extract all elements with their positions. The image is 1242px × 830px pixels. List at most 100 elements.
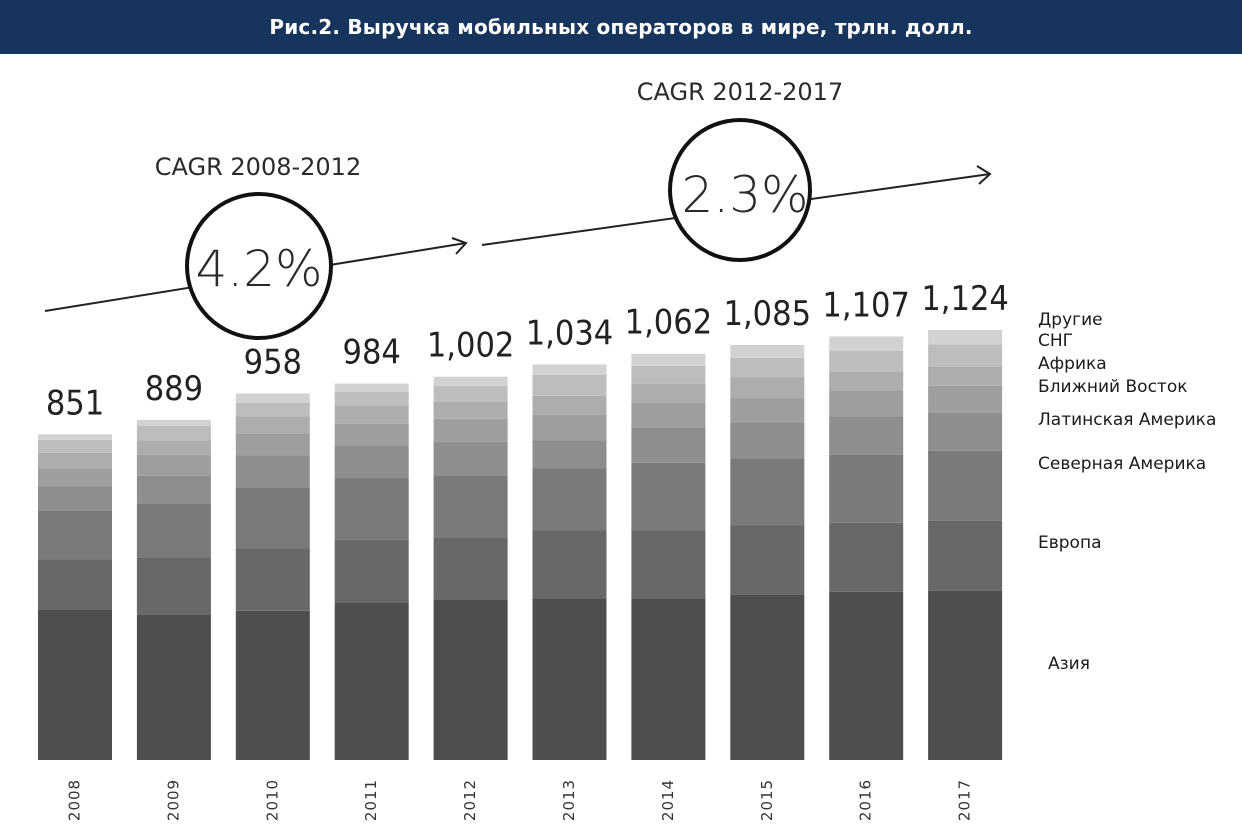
- bar-segment: [730, 357, 805, 378]
- bar-segment: [631, 353, 706, 366]
- total-value-label: 1,124: [921, 279, 1009, 319]
- bar-segment: [829, 591, 904, 760]
- bar-segment: [235, 610, 310, 760]
- year-tick-label: 2011: [362, 779, 380, 821]
- bar-segment: [532, 374, 607, 396]
- bar-segment: [928, 366, 1003, 386]
- bar-segment: [829, 351, 904, 372]
- bar-segment: [532, 414, 607, 441]
- bar-segment: [433, 441, 508, 476]
- year-tick-label: 2014: [659, 779, 677, 821]
- cagr2-title: CAGR 2012-2017: [637, 78, 843, 106]
- bar-segment: [730, 377, 805, 399]
- bar-segment: [928, 330, 1003, 345]
- total-value-label: 1,002: [427, 326, 515, 366]
- legend-label: Ближний Восток: [1038, 377, 1188, 397]
- bar-segment: [38, 609, 112, 760]
- year-tick-label: 2016: [857, 779, 875, 821]
- legend-label: Северная Америка: [1038, 454, 1206, 474]
- bar-segment: [38, 559, 112, 610]
- bar-segment: [928, 344, 1003, 367]
- legend-label: Другие: [1038, 310, 1103, 330]
- bar-segment: [532, 395, 607, 415]
- bar-segment: [235, 416, 310, 434]
- bar-segment: [136, 475, 211, 504]
- bar-segment: [730, 398, 805, 423]
- bar-segment: [334, 423, 409, 446]
- bar-segment: [928, 450, 1003, 521]
- bar-segment: [38, 485, 112, 511]
- bar-segment: [38, 439, 112, 453]
- bar-segment: [136, 503, 211, 559]
- bar-segment: [136, 454, 211, 476]
- year-tick-label: 2015: [758, 779, 776, 821]
- bar-segment: [433, 385, 508, 402]
- bar-segment: [730, 344, 805, 358]
- bar-segment: [235, 402, 310, 417]
- year-labels-group: 2008 2009 2010 2011 2012 2013 2014 2015 2016 2017: [66, 779, 974, 821]
- bar-segment: [829, 390, 904, 417]
- legend-label: СНГ: [1038, 331, 1073, 351]
- bar-segment: [829, 336, 904, 352]
- bar-segment: [631, 598, 706, 760]
- total-value-label: 1,062: [625, 303, 713, 343]
- legend-label: Азия: [1048, 654, 1090, 674]
- bar-segment: [334, 391, 409, 406]
- year-tick-label: 2013: [560, 779, 578, 821]
- total-value-label: 1,085: [724, 294, 812, 334]
- bar-segment: [433, 537, 508, 600]
- bar-segment: [928, 520, 1003, 591]
- bar-segment: [235, 433, 310, 456]
- total-value-label: 984: [343, 333, 401, 373]
- bar-segment: [631, 403, 706, 428]
- total-value-label: 851: [46, 383, 104, 423]
- bar-segment: [136, 558, 211, 615]
- bar-segment: [829, 454, 904, 523]
- total-value-label: 1,034: [526, 313, 614, 353]
- year-tick-label: 2012: [461, 779, 479, 821]
- year-tick-label: 2010: [263, 779, 281, 821]
- bar-segment: [38, 434, 112, 440]
- trend-arrow-2-head: [976, 165, 992, 185]
- year-tick-label: 2009: [164, 779, 182, 821]
- bar-segment: [38, 510, 112, 560]
- trend-arrow-1-head: [451, 237, 468, 255]
- total-value-label: 958: [244, 343, 302, 383]
- bar-segment: [631, 530, 706, 599]
- cagr2-value: 2.3%: [681, 166, 808, 224]
- bar-segment: [334, 405, 409, 424]
- bar-segment: [631, 365, 706, 384]
- cagr1-circle: [185, 192, 333, 340]
- cagr1-title: CAGR 2008-2012: [155, 153, 361, 181]
- bar-segment: [433, 376, 508, 386]
- year-tick-label: 2017: [956, 779, 974, 821]
- total-labels-group: 851 889 958 984 1,002 1,034 1,062 1,085 1,107 1,1…: [46, 279, 1009, 423]
- bar-segment: [829, 416, 904, 455]
- bar-segment: [334, 383, 409, 392]
- cagr2-circle: [668, 118, 812, 262]
- bar-segment: [136, 426, 211, 441]
- bar-segment: [631, 383, 706, 404]
- bars-group: [38, 330, 1003, 760]
- bar-segment: [532, 468, 607, 531]
- bar-segment: [532, 440, 607, 469]
- legend-label: Латинская Америка: [1038, 410, 1216, 430]
- bar-segment: [334, 602, 409, 760]
- bar-segment: [433, 401, 508, 419]
- chart-title-bar: Рис.2. Выручка мобильных операторов в ми…: [0, 0, 1242, 54]
- bar-segment: [730, 422, 805, 459]
- bar-segment: [136, 614, 211, 760]
- bar-segment: [829, 371, 904, 391]
- bar-segment: [928, 590, 1003, 760]
- bar-segment: [235, 455, 310, 488]
- bar-segment: [334, 445, 409, 479]
- bar-segment: [136, 440, 211, 455]
- bar-segment: [38, 468, 112, 486]
- bar-segment: [928, 412, 1003, 451]
- bar-segment: [730, 594, 805, 760]
- bar-segment: [730, 525, 805, 595]
- total-value-label: 1,107: [822, 286, 910, 326]
- legend-group: Азия Европа Северная Америка Латинская Амер…: [1038, 310, 1216, 674]
- bar-segment: [235, 487, 310, 549]
